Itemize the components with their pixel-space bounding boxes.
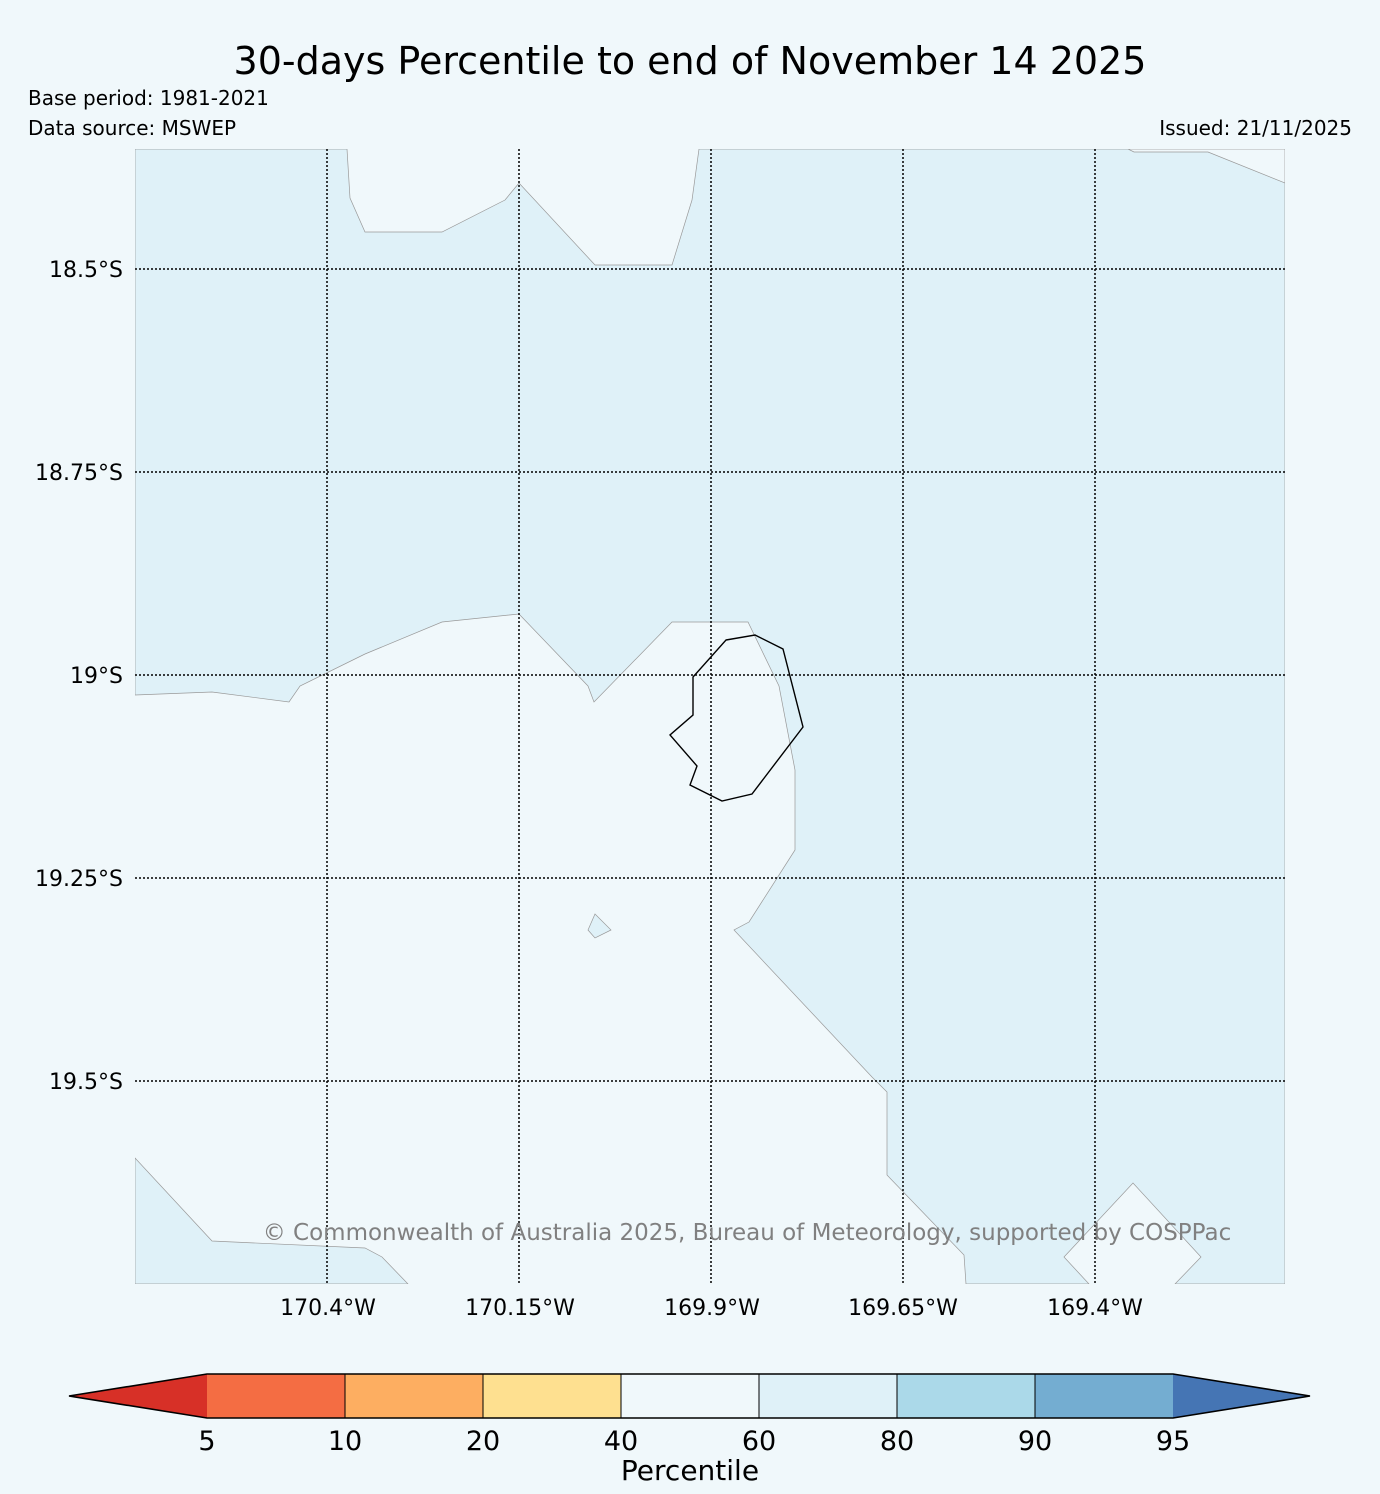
colorbar-tick-label: 90 xyxy=(1018,1426,1052,1457)
percentile-region-60-80 xyxy=(135,1157,409,1284)
colorbar-tick-label: 10 xyxy=(328,1426,362,1457)
latitude-labels: 18.5°S 18.75°S 19°S 19.25°S 19.5°S xyxy=(35,258,123,1095)
data-source-label: Data source: MSWEP xyxy=(28,116,237,140)
colorbar-segment-10-20 xyxy=(345,1374,483,1418)
lon-label: 170.15°W xyxy=(465,1296,575,1321)
lon-label: 169.65°W xyxy=(848,1296,958,1321)
colorbar-ticks: 5 10 20 40 60 80 90 95 xyxy=(198,1426,1190,1457)
colorbar-segment-5-10 xyxy=(207,1374,345,1418)
colorbar-tick-label: 60 xyxy=(742,1426,776,1457)
colorbar-tick-label: 40 xyxy=(604,1426,638,1457)
lat-label: 19.5°S xyxy=(49,1070,123,1095)
copyright-notice: © Commonwealth of Australia 2025, Bureau… xyxy=(263,1220,1232,1246)
lat-label: 18.5°S xyxy=(49,258,123,283)
niue-coastline xyxy=(669,634,804,802)
colorbar-segment-20-40 xyxy=(483,1374,621,1418)
percentile-region-60-80 xyxy=(587,913,612,939)
colorbar-segment-90-95 xyxy=(1035,1374,1173,1418)
map-area xyxy=(135,149,1285,1284)
lat-label: 19.25°S xyxy=(35,867,123,892)
graticule xyxy=(135,149,1285,1284)
lon-label: 170.4°W xyxy=(280,1296,376,1321)
longitude-labels: 170.4°W 170.15°W 169.9°W 169.65°W 169.4°… xyxy=(280,1296,1143,1321)
colorbar-segment-40-60 xyxy=(621,1374,759,1418)
lat-label: 18.75°S xyxy=(35,461,123,486)
lat-label: 19°S xyxy=(70,664,123,689)
issued-date-label: Issued: 21/11/2025 xyxy=(1159,116,1352,140)
colorbar-tick-label: 80 xyxy=(880,1426,914,1457)
lon-label: 169.9°W xyxy=(664,1296,760,1321)
colorbar-label: Percentile xyxy=(621,1454,759,1487)
colorbar-segment-60-80 xyxy=(759,1374,897,1418)
colorbar-extend-high xyxy=(1173,1374,1310,1418)
colorbar-outline xyxy=(68,1373,1311,1419)
colorbar-extend-low xyxy=(69,1374,207,1418)
lon-label: 169.4°W xyxy=(1047,1296,1143,1321)
colorbar-tick-label: 5 xyxy=(198,1426,215,1457)
percentile-region-40-60 xyxy=(1127,149,1285,184)
map-title: 30-days Percentile to end of November 14… xyxy=(233,39,1147,83)
colorbar-tick-label: 20 xyxy=(466,1426,500,1457)
colorbar: 5 10 20 40 60 80 90 95 Percentile xyxy=(68,1373,1311,1487)
colorbar-dividers xyxy=(344,1374,1036,1418)
colorbar-tick-label: 95 xyxy=(1156,1426,1190,1457)
colorbar-segment-80-90 xyxy=(897,1374,1035,1418)
base-period-label: Base period: 1981-2021 xyxy=(28,86,269,110)
percentile-region-60-80 xyxy=(135,149,1285,1284)
